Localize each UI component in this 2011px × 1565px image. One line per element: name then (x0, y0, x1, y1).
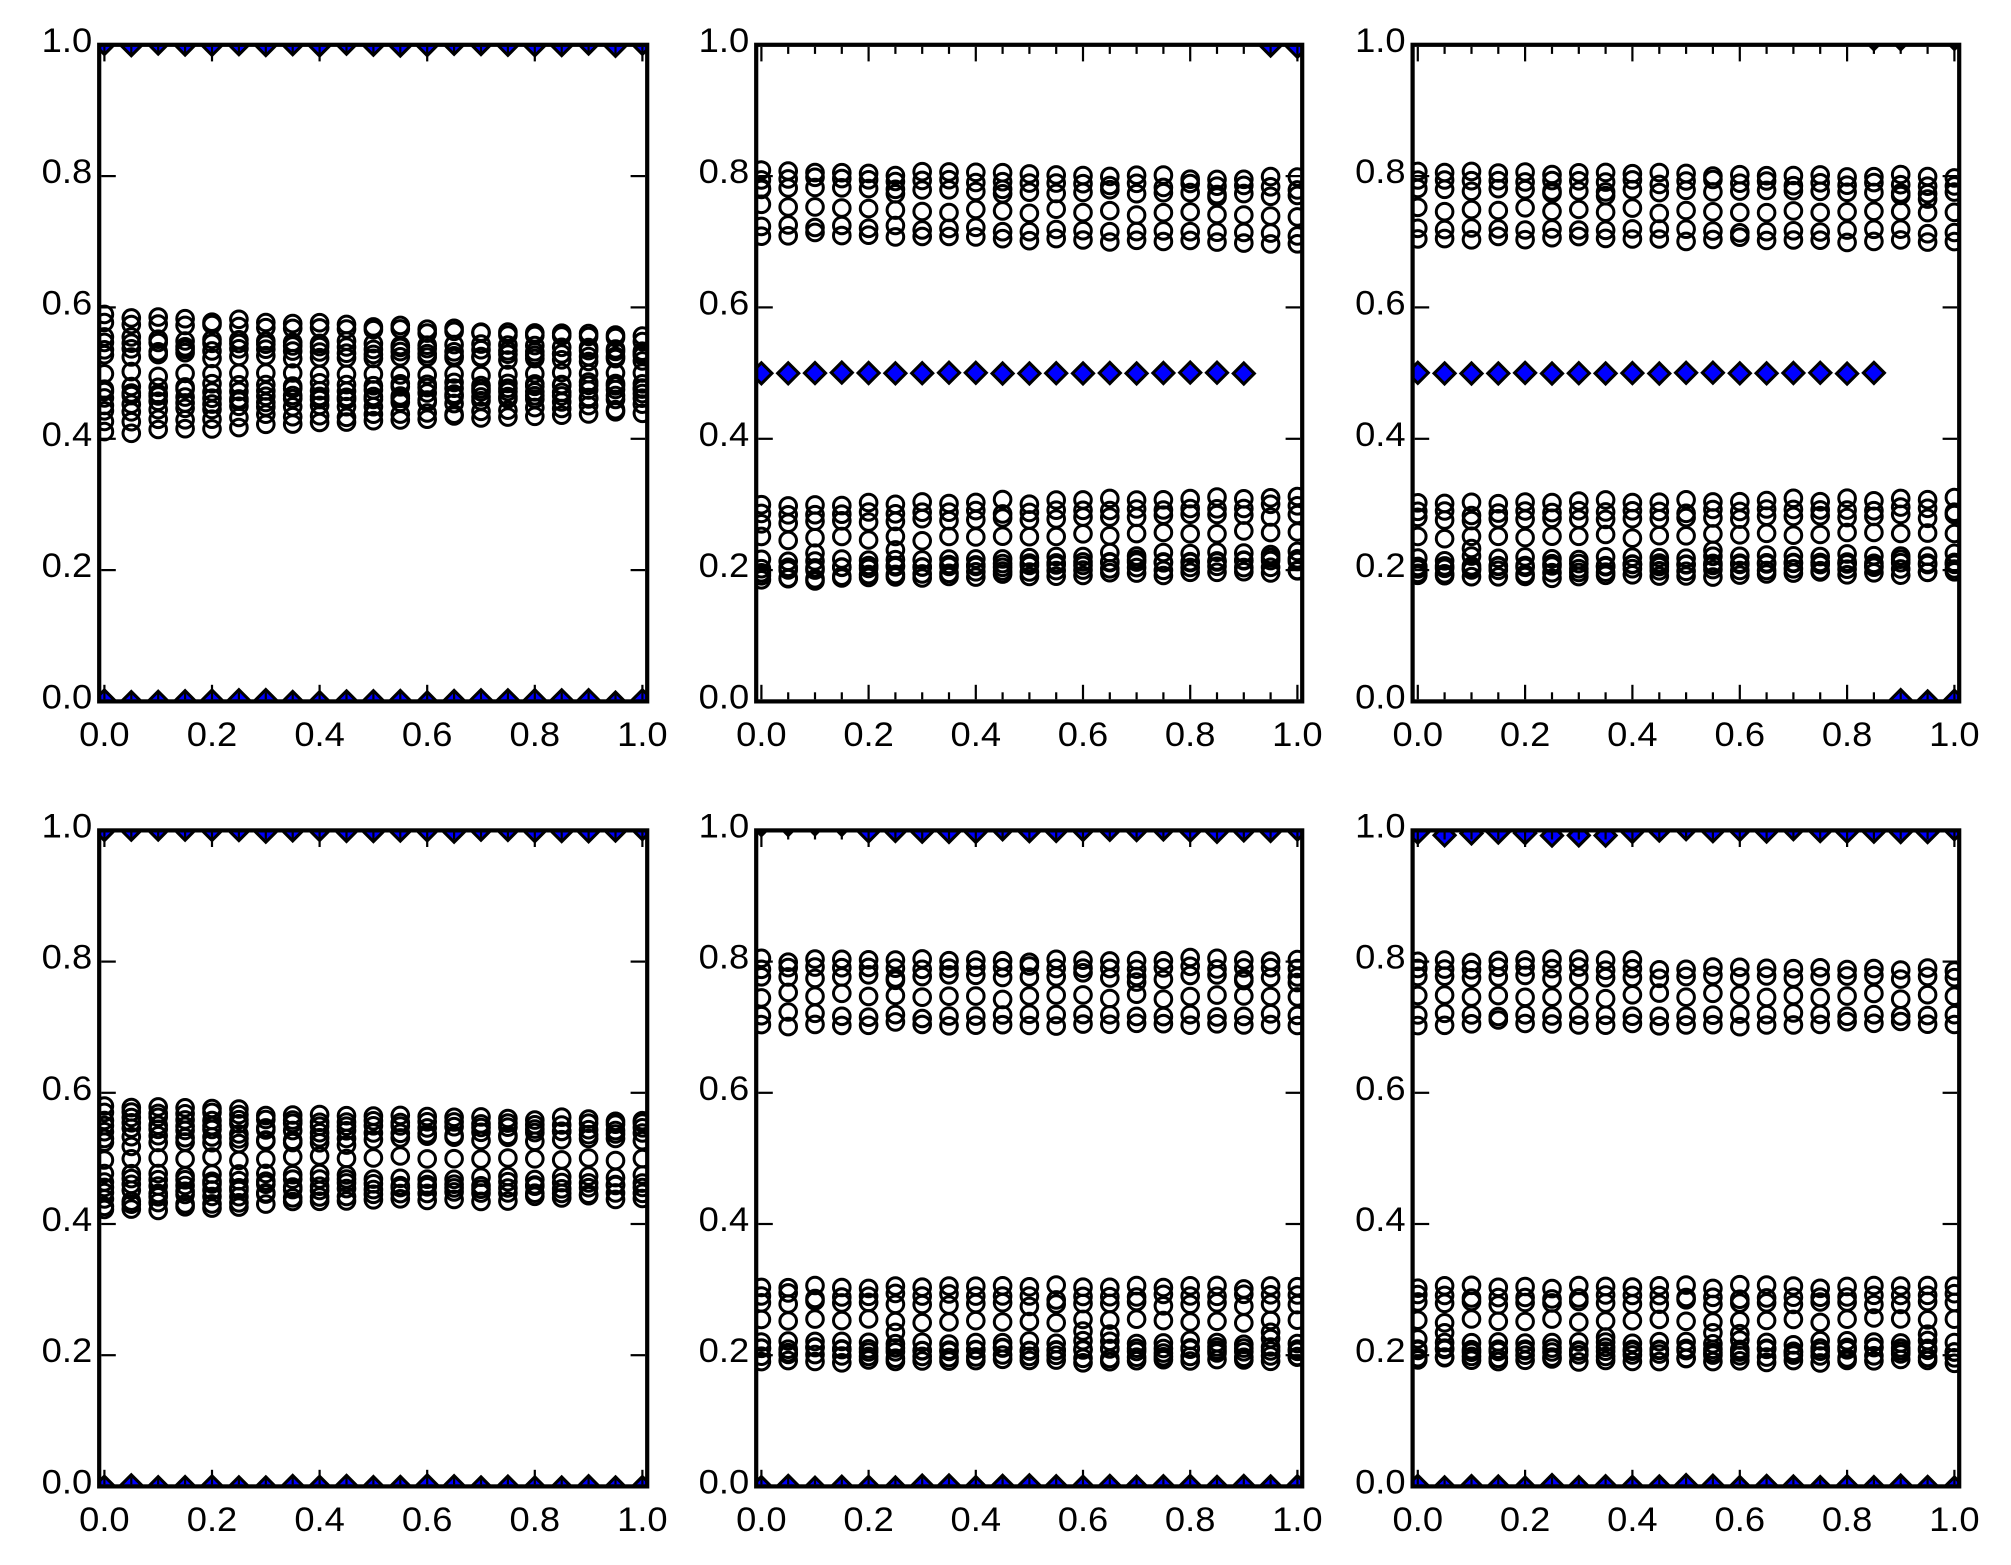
svg-text:0.0: 0.0 (736, 1501, 787, 1539)
svg-text:0.8: 0.8 (1165, 716, 1216, 754)
svg-text:0.8: 0.8 (1165, 1501, 1216, 1539)
svg-text:0.6: 0.6 (42, 284, 93, 322)
svg-text:0.2: 0.2 (187, 716, 238, 754)
svg-text:0.6: 0.6 (1715, 1501, 1766, 1539)
svg-text:0.2: 0.2 (1500, 716, 1551, 754)
svg-text:0.8: 0.8 (1355, 153, 1406, 191)
svg-text:0.8: 0.8 (699, 153, 750, 191)
svg-text:0.2: 0.2 (1355, 1332, 1406, 1370)
svg-text:0.8: 0.8 (699, 939, 750, 977)
svg-text:0.4: 0.4 (1355, 416, 1406, 454)
svg-text:0.0: 0.0 (699, 678, 750, 716)
svg-text:0.6: 0.6 (699, 1070, 750, 1108)
svg-text:0.8: 0.8 (42, 153, 93, 191)
svg-text:0.0: 0.0 (1355, 1463, 1406, 1501)
svg-text:1.0: 1.0 (1929, 716, 1980, 754)
svg-text:1.0: 1.0 (42, 22, 93, 60)
svg-text:0.4: 0.4 (1355, 1201, 1406, 1239)
svg-text:0.8: 0.8 (510, 1501, 561, 1539)
svg-text:0.2: 0.2 (843, 1501, 894, 1539)
svg-text:0.8: 0.8 (42, 939, 93, 977)
svg-text:1.0: 1.0 (1272, 716, 1323, 754)
svg-text:0.8: 0.8 (1355, 939, 1406, 977)
svg-text:1.0: 1.0 (1929, 1501, 1980, 1539)
svg-text:0.0: 0.0 (1355, 678, 1406, 716)
svg-text:0.2: 0.2 (42, 1332, 93, 1370)
svg-text:0.4: 0.4 (294, 716, 345, 754)
svg-text:0.6: 0.6 (1058, 716, 1109, 754)
svg-text:0.6: 0.6 (402, 716, 453, 754)
svg-text:0.4: 0.4 (951, 1501, 1002, 1539)
svg-text:0.2: 0.2 (699, 1332, 750, 1370)
svg-text:0.6: 0.6 (42, 1070, 93, 1108)
svg-text:0.2: 0.2 (843, 716, 894, 754)
svg-text:0.4: 0.4 (1607, 716, 1658, 754)
svg-text:0.2: 0.2 (187, 1501, 238, 1539)
svg-text:0.0: 0.0 (699, 1463, 750, 1501)
svg-text:1.0: 1.0 (617, 716, 668, 754)
svg-text:1.0: 1.0 (1355, 807, 1406, 845)
svg-text:0.0: 0.0 (42, 1463, 93, 1501)
svg-text:0.0: 0.0 (79, 1501, 130, 1539)
svg-text:0.2: 0.2 (699, 547, 750, 585)
svg-text:0.6: 0.6 (1715, 716, 1766, 754)
svg-text:0.4: 0.4 (951, 716, 1002, 754)
svg-text:0.0: 0.0 (1393, 716, 1444, 754)
svg-text:0.4: 0.4 (294, 1501, 345, 1539)
svg-text:0.2: 0.2 (1500, 1501, 1551, 1539)
svg-text:1.0: 1.0 (42, 807, 93, 845)
svg-text:0.6: 0.6 (699, 284, 750, 322)
svg-text:1.0: 1.0 (617, 1501, 668, 1539)
svg-text:1.0: 1.0 (1355, 22, 1406, 60)
svg-text:0.4: 0.4 (42, 1201, 93, 1239)
svg-text:1.0: 1.0 (1272, 1501, 1323, 1539)
svg-text:0.8: 0.8 (510, 716, 561, 754)
svg-text:0.8: 0.8 (1822, 716, 1873, 754)
svg-text:1.0: 1.0 (699, 22, 750, 60)
svg-text:0.6: 0.6 (1355, 284, 1406, 322)
svg-text:0.8: 0.8 (1822, 1501, 1873, 1539)
svg-text:1.0: 1.0 (699, 807, 750, 845)
svg-text:0.4: 0.4 (699, 416, 750, 454)
svg-text:0.2: 0.2 (1355, 547, 1406, 585)
svg-text:0.0: 0.0 (79, 716, 130, 754)
svg-text:0.6: 0.6 (1058, 1501, 1109, 1539)
svg-text:0.0: 0.0 (42, 678, 93, 716)
svg-text:0.6: 0.6 (402, 1501, 453, 1539)
svg-text:0.2: 0.2 (42, 547, 93, 585)
svg-text:0.0: 0.0 (736, 716, 787, 754)
svg-text:0.4: 0.4 (699, 1201, 750, 1239)
svg-text:0.4: 0.4 (1607, 1501, 1658, 1539)
svg-text:0.0: 0.0 (1393, 1501, 1444, 1539)
svg-text:0.6: 0.6 (1355, 1070, 1406, 1108)
svg-text:0.4: 0.4 (42, 416, 93, 454)
